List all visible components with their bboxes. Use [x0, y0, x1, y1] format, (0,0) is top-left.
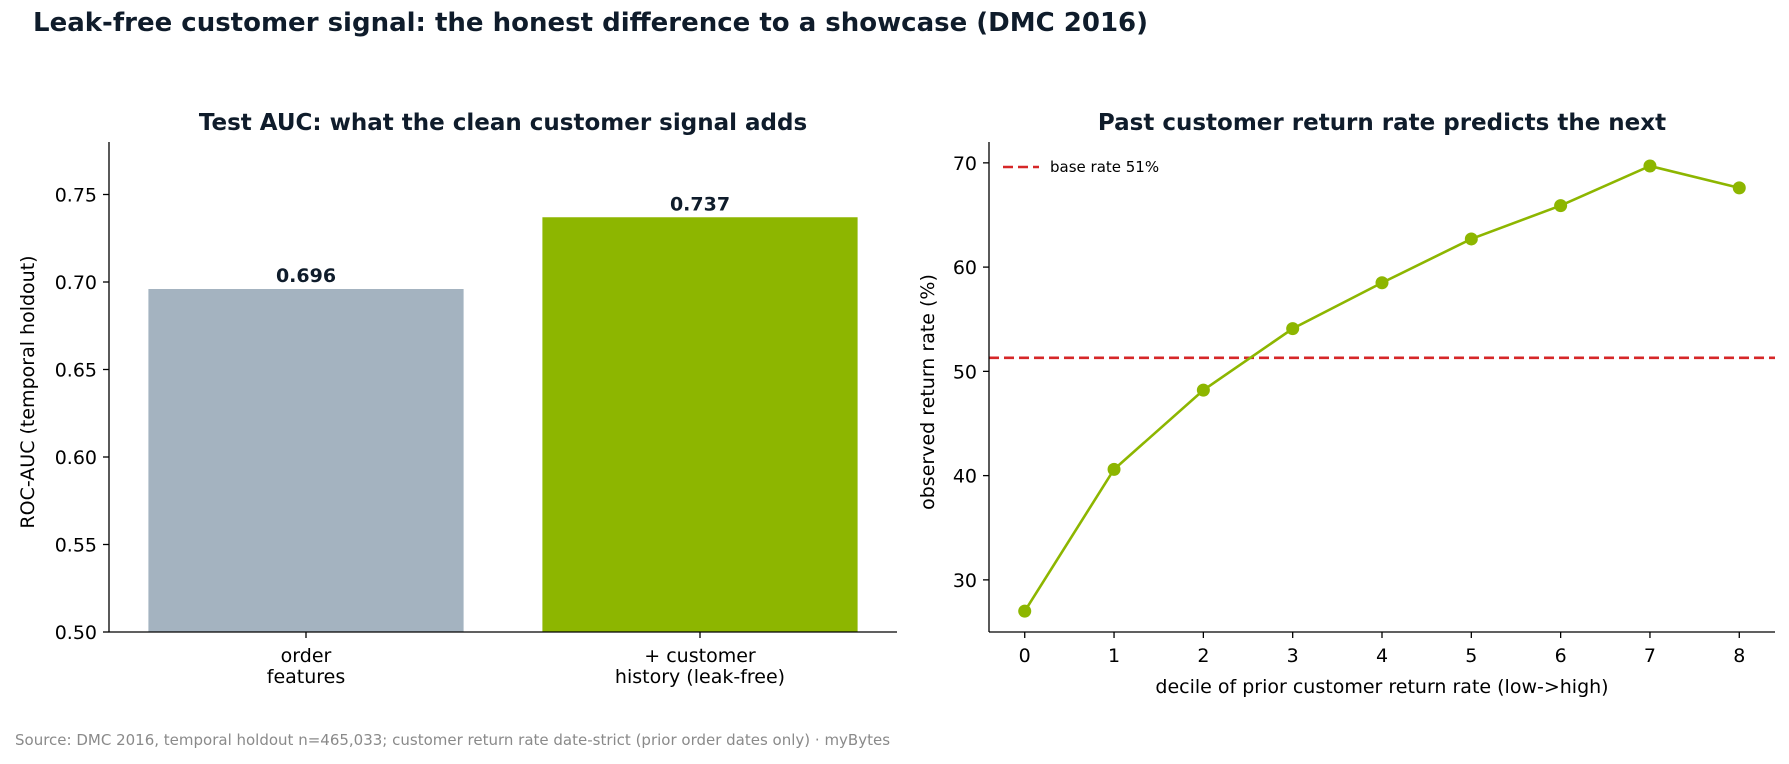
bar-chart-y-ticks: 0.50 0.55 0.60 0.65 0.70 0.75	[55, 185, 109, 644]
line-x-tick-label-2: 2	[1197, 645, 1209, 667]
bar-y-tick-label-0: 0.50	[55, 622, 97, 644]
line-x-tick-label-8: 8	[1733, 645, 1745, 667]
bar-y-tick-label-1: 0.55	[55, 535, 97, 557]
line-chart-x-label: decile of prior customer return rate (lo…	[1155, 676, 1608, 698]
bar-x-tick-label-1-0: + customer	[644, 645, 756, 667]
data-point-5	[1464, 232, 1478, 246]
line-y-tick-label-4: 70	[953, 153, 977, 175]
line-chart-title: Past customer return rate predicts the n…	[1098, 110, 1666, 136]
return-rate-series-line	[1023, 164, 1740, 612]
bar-value-label-1: 0.737	[670, 193, 730, 215]
line-chart-x-ticks: 0 1 2 3 4 5 6 7 8	[1019, 632, 1745, 667]
line-x-tick-label-3: 3	[1287, 645, 1299, 667]
return-rate-points	[1018, 159, 1746, 618]
figure-title: Leak-free customer signal: the honest di…	[33, 8, 1149, 38]
legend-base-rate-label: base rate 51%	[1050, 158, 1159, 176]
data-point-6	[1554, 199, 1568, 213]
data-point-1	[1107, 462, 1121, 476]
data-point-2	[1196, 383, 1210, 397]
line-y-tick-label-3: 60	[953, 257, 977, 279]
data-point-4	[1375, 276, 1389, 290]
bar-group: 0.696 0.737	[148, 193, 858, 632]
line-chart-legend: base rate 51%	[1003, 158, 1159, 176]
bar-y-tick-label-4: 0.70	[55, 272, 97, 294]
line-x-tick-label-4: 4	[1376, 645, 1388, 667]
data-point-8	[1732, 181, 1746, 195]
bar-chart-title: Test AUC: what the clean customer signal…	[199, 110, 807, 136]
bar-y-tick-label-5: 0.75	[55, 185, 97, 207]
bar-x-tick-label-0-0: order	[281, 645, 332, 667]
bar-y-tick-label-2: 0.60	[55, 447, 97, 469]
bar-x-tick-label-1-1: history (leak-free)	[615, 666, 785, 688]
bar-y-tick-label-3: 0.65	[55, 360, 97, 382]
line-x-tick-label-1: 1	[1108, 645, 1120, 667]
line-x-tick-label-6: 6	[1555, 645, 1567, 667]
bar-x-tick-label-0-1: features	[267, 666, 346, 688]
bar-chart-y-label: ROC-AUC (temporal holdout)	[17, 255, 39, 528]
data-point-3	[1286, 322, 1300, 336]
line-x-tick-label-0: 0	[1019, 645, 1031, 667]
source-note: Source: DMC 2016, temporal holdout n=465…	[15, 731, 891, 749]
bar-value-label-0: 0.696	[276, 265, 336, 287]
line-x-tick-label-7: 7	[1644, 645, 1656, 667]
line-chart-y-ticks: 30 40 50 60 70	[953, 153, 989, 592]
bar-chart-panel: Test AUC: what the clean customer signal…	[17, 110, 897, 688]
line-y-tick-label-1: 40	[953, 466, 977, 488]
data-point-7	[1643, 159, 1657, 173]
line-chart-panel: Past customer return rate predicts the n…	[917, 110, 1775, 698]
line-chart-y-label: observed return rate (%)	[917, 274, 939, 510]
bar-1	[542, 217, 858, 632]
data-point-0	[1018, 604, 1032, 618]
bar-0	[148, 289, 464, 632]
line-x-tick-label-5: 5	[1465, 645, 1477, 667]
line-y-tick-label-0: 30	[953, 570, 977, 592]
line-y-tick-label-2: 50	[953, 361, 977, 383]
